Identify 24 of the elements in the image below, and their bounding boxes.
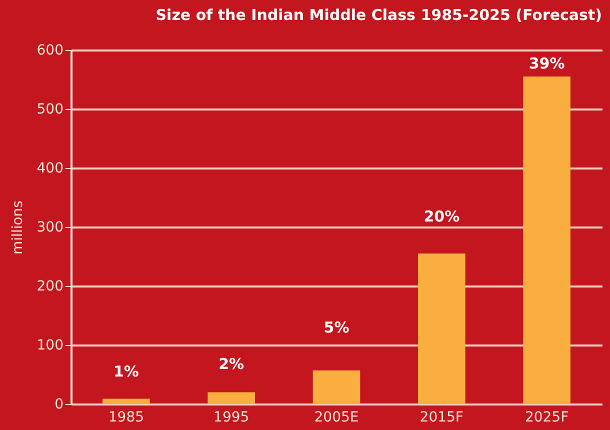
x-tick-label: 1985 <box>108 410 144 426</box>
bar <box>208 392 256 404</box>
annotation: 2% <box>218 354 244 373</box>
annotation: 20% <box>424 207 460 226</box>
chart-title: Size of the Indian Middle Class 1985-2025 (Forecast) <box>156 6 602 24</box>
bar <box>418 254 466 404</box>
annotation: 1% <box>113 362 139 381</box>
y-tick-label: 100 <box>36 338 64 354</box>
x-tick-label: 2015F <box>420 410 464 426</box>
y-tick-label: 500 <box>36 102 64 118</box>
bar <box>102 398 150 404</box>
y-tick-label: 400 <box>36 160 64 176</box>
y-tick-label: 300 <box>36 220 64 236</box>
x-tick-label: 2005E <box>314 410 359 426</box>
annotation: 39% <box>528 54 565 73</box>
y-tick-label: 0 <box>54 396 64 412</box>
y-tick-label: 600 <box>36 42 64 58</box>
y-tick-label: 200 <box>36 278 64 294</box>
x-tick-label: 2025F <box>524 410 569 426</box>
bar <box>312 370 360 404</box>
y-axis-title: millions <box>10 200 26 254</box>
annotation: 5% <box>324 318 350 336</box>
x-tick-label: 1995 <box>214 410 250 426</box>
bar <box>523 76 570 404</box>
